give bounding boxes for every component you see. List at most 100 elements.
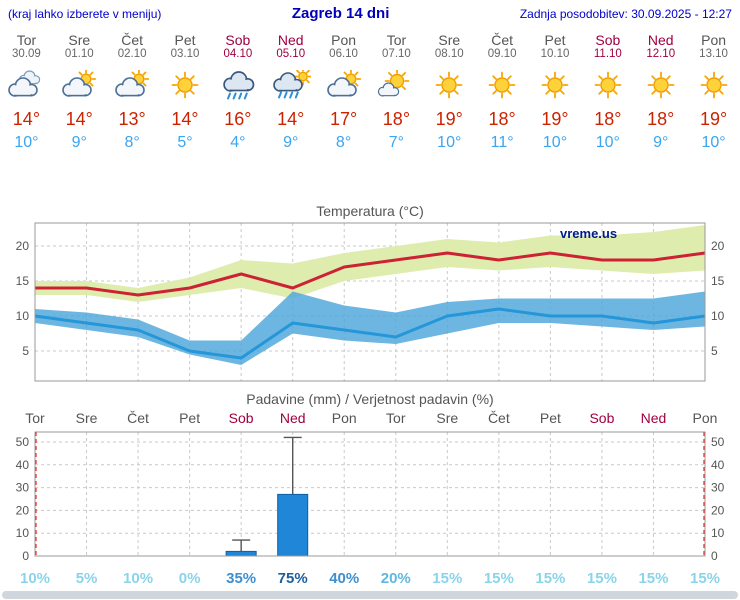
day-name: Ned [277,32,304,48]
precipitation-chart: 0 0 10 10 20 20 30 30 40 40 50 50 [16,431,725,563]
day-name: Sob [225,32,251,48]
precip-probability-row: 10% 5% 10% 0% 35% 75% 40% 20% 15% 15% 15% 15% 15% 15% [0,570,740,588]
precip-probability: 40% [329,570,360,587]
day-max-temp: 14° [12,109,41,129]
day-max-temp: 18° [382,109,411,129]
svg-text:10: 10 [711,309,725,323]
precip-day-label: Pet [539,410,561,426]
svg-text:0: 0 [22,549,29,563]
day-date: 12.10 [646,48,676,60]
svg-text:15: 15 [711,274,725,288]
day-max-temp: 16° [224,109,252,129]
day-date: 13.10 [699,48,728,60]
day-date: 03.10 [170,48,200,60]
weather-icon-cloudy [8,70,41,97]
watermark: vreme.us [560,226,617,241]
precip-day-label: Pet [179,410,201,426]
day-name: Pon [331,32,357,48]
day-name: Sre [438,32,461,48]
day-max-temp: 19° [435,109,463,129]
precip-probability: 10% [19,570,51,587]
precip-probability: 15% [638,570,669,587]
day-date: 09.10 [487,48,517,60]
precip-day-label: Sob [228,410,254,426]
svg-text:5: 5 [22,344,29,358]
day-max-temp: 18° [488,109,516,129]
day-max-temp: 18° [647,109,675,129]
precip-probability: 20% [380,570,411,587]
page-title: Zagreb 14 dni [291,5,390,22]
day-max-temp: 19° [699,109,728,129]
precip-day-labels: Tor Sre Čet Pet Sob Ned Pon Tor Sre Čet Pet Sob Ned P… [0,408,740,428]
day-max-temp: 14° [65,109,93,129]
precip-probability: 15% [535,570,566,587]
weather-icon-sunny [435,71,463,99]
precip-day-label: Čet [127,410,149,426]
day-min-temp: 11° [490,134,514,151]
day-min-temp: 9° [653,134,669,151]
day-max-temp: 19° [541,109,569,129]
weather-icon-sunny [171,71,199,99]
day-min-temp: 8° [335,134,352,151]
day-column: Pon 13.10 19° 10° [687,30,740,152]
precip-day-label: Sre [436,410,459,426]
day-column: Tor 07.10 18° 7° [370,30,423,152]
day-column: Tor 30.09 14° 10° [0,30,53,152]
precip-day-label: Tor [25,410,45,426]
day-column: Čet 09.10 18° 11° [476,30,529,152]
day-min-temp: 8° [124,134,140,151]
day-column: Ned 12.10 18° 9° [634,30,687,152]
day-max-temp: 14° [171,109,199,129]
precip-day-label: Sob [589,410,615,426]
weather-icon-partly [115,70,150,97]
svg-text:15: 15 [16,274,30,288]
svg-text:10: 10 [711,526,725,540]
precip-day-label: Sre [75,410,98,426]
day-name: Ned [647,32,674,48]
day-name: Tor [16,32,37,48]
last-updated: Zadnja posodobitev: 30.09.2025 - 12:27 [519,7,732,21]
day-name: Pet [174,32,196,48]
precip-day-label: Pon [331,410,357,426]
day-name: Tor [386,32,407,48]
day-date: 11.10 [593,48,622,60]
day-min-temp: 7° [388,134,405,151]
day-date: 07.10 [382,48,411,60]
svg-text:5: 5 [711,344,718,358]
day-column: Pon 06.10 17° 8° [317,30,370,152]
day-column: Sob 04.10 16° 4° [211,30,264,152]
day-max-temp: 13° [118,109,146,129]
precip-probability: 15% [432,570,463,587]
svg-text:10: 10 [16,526,30,540]
day-min-temp: 10° [437,134,462,151]
svg-text:30: 30 [711,481,725,495]
weather-icon-partly [326,70,361,97]
day-name: Pet [544,32,566,48]
svg-text:10: 10 [16,309,30,323]
precip-probability: 10% [123,570,154,587]
svg-text:20: 20 [711,239,725,253]
day-max-temp: 14° [277,109,305,129]
svg-text:30: 30 [16,481,30,495]
svg-text:40: 40 [711,458,725,472]
horizontal-scrollbar[interactable] [2,591,738,599]
weather-icon-sunny [647,71,675,99]
day-name: Sre [68,32,91,48]
weather-icon-sunny [488,71,516,99]
day-min-temp: 9° [71,134,87,151]
weather-icon-rain-sun [272,70,311,99]
day-name: Čet [491,32,514,48]
day-column: Pet 03.10 14° 5° [159,30,212,152]
day-column: Pet 10.10 19° 10° [529,30,582,152]
day-date: 06.10 [329,48,358,60]
day-date: 10.10 [540,48,570,60]
precip-probability: 15% [689,570,721,587]
day-date: 02.10 [117,48,147,60]
svg-text:50: 50 [16,435,30,449]
weather-icon-partly [62,70,97,97]
svg-text:50: 50 [711,435,725,449]
day-name: Pon [701,32,727,48]
weather-icon-sunny [541,71,569,99]
precip-probability: 75% [277,570,308,587]
precip-probability: 15% [586,570,617,587]
